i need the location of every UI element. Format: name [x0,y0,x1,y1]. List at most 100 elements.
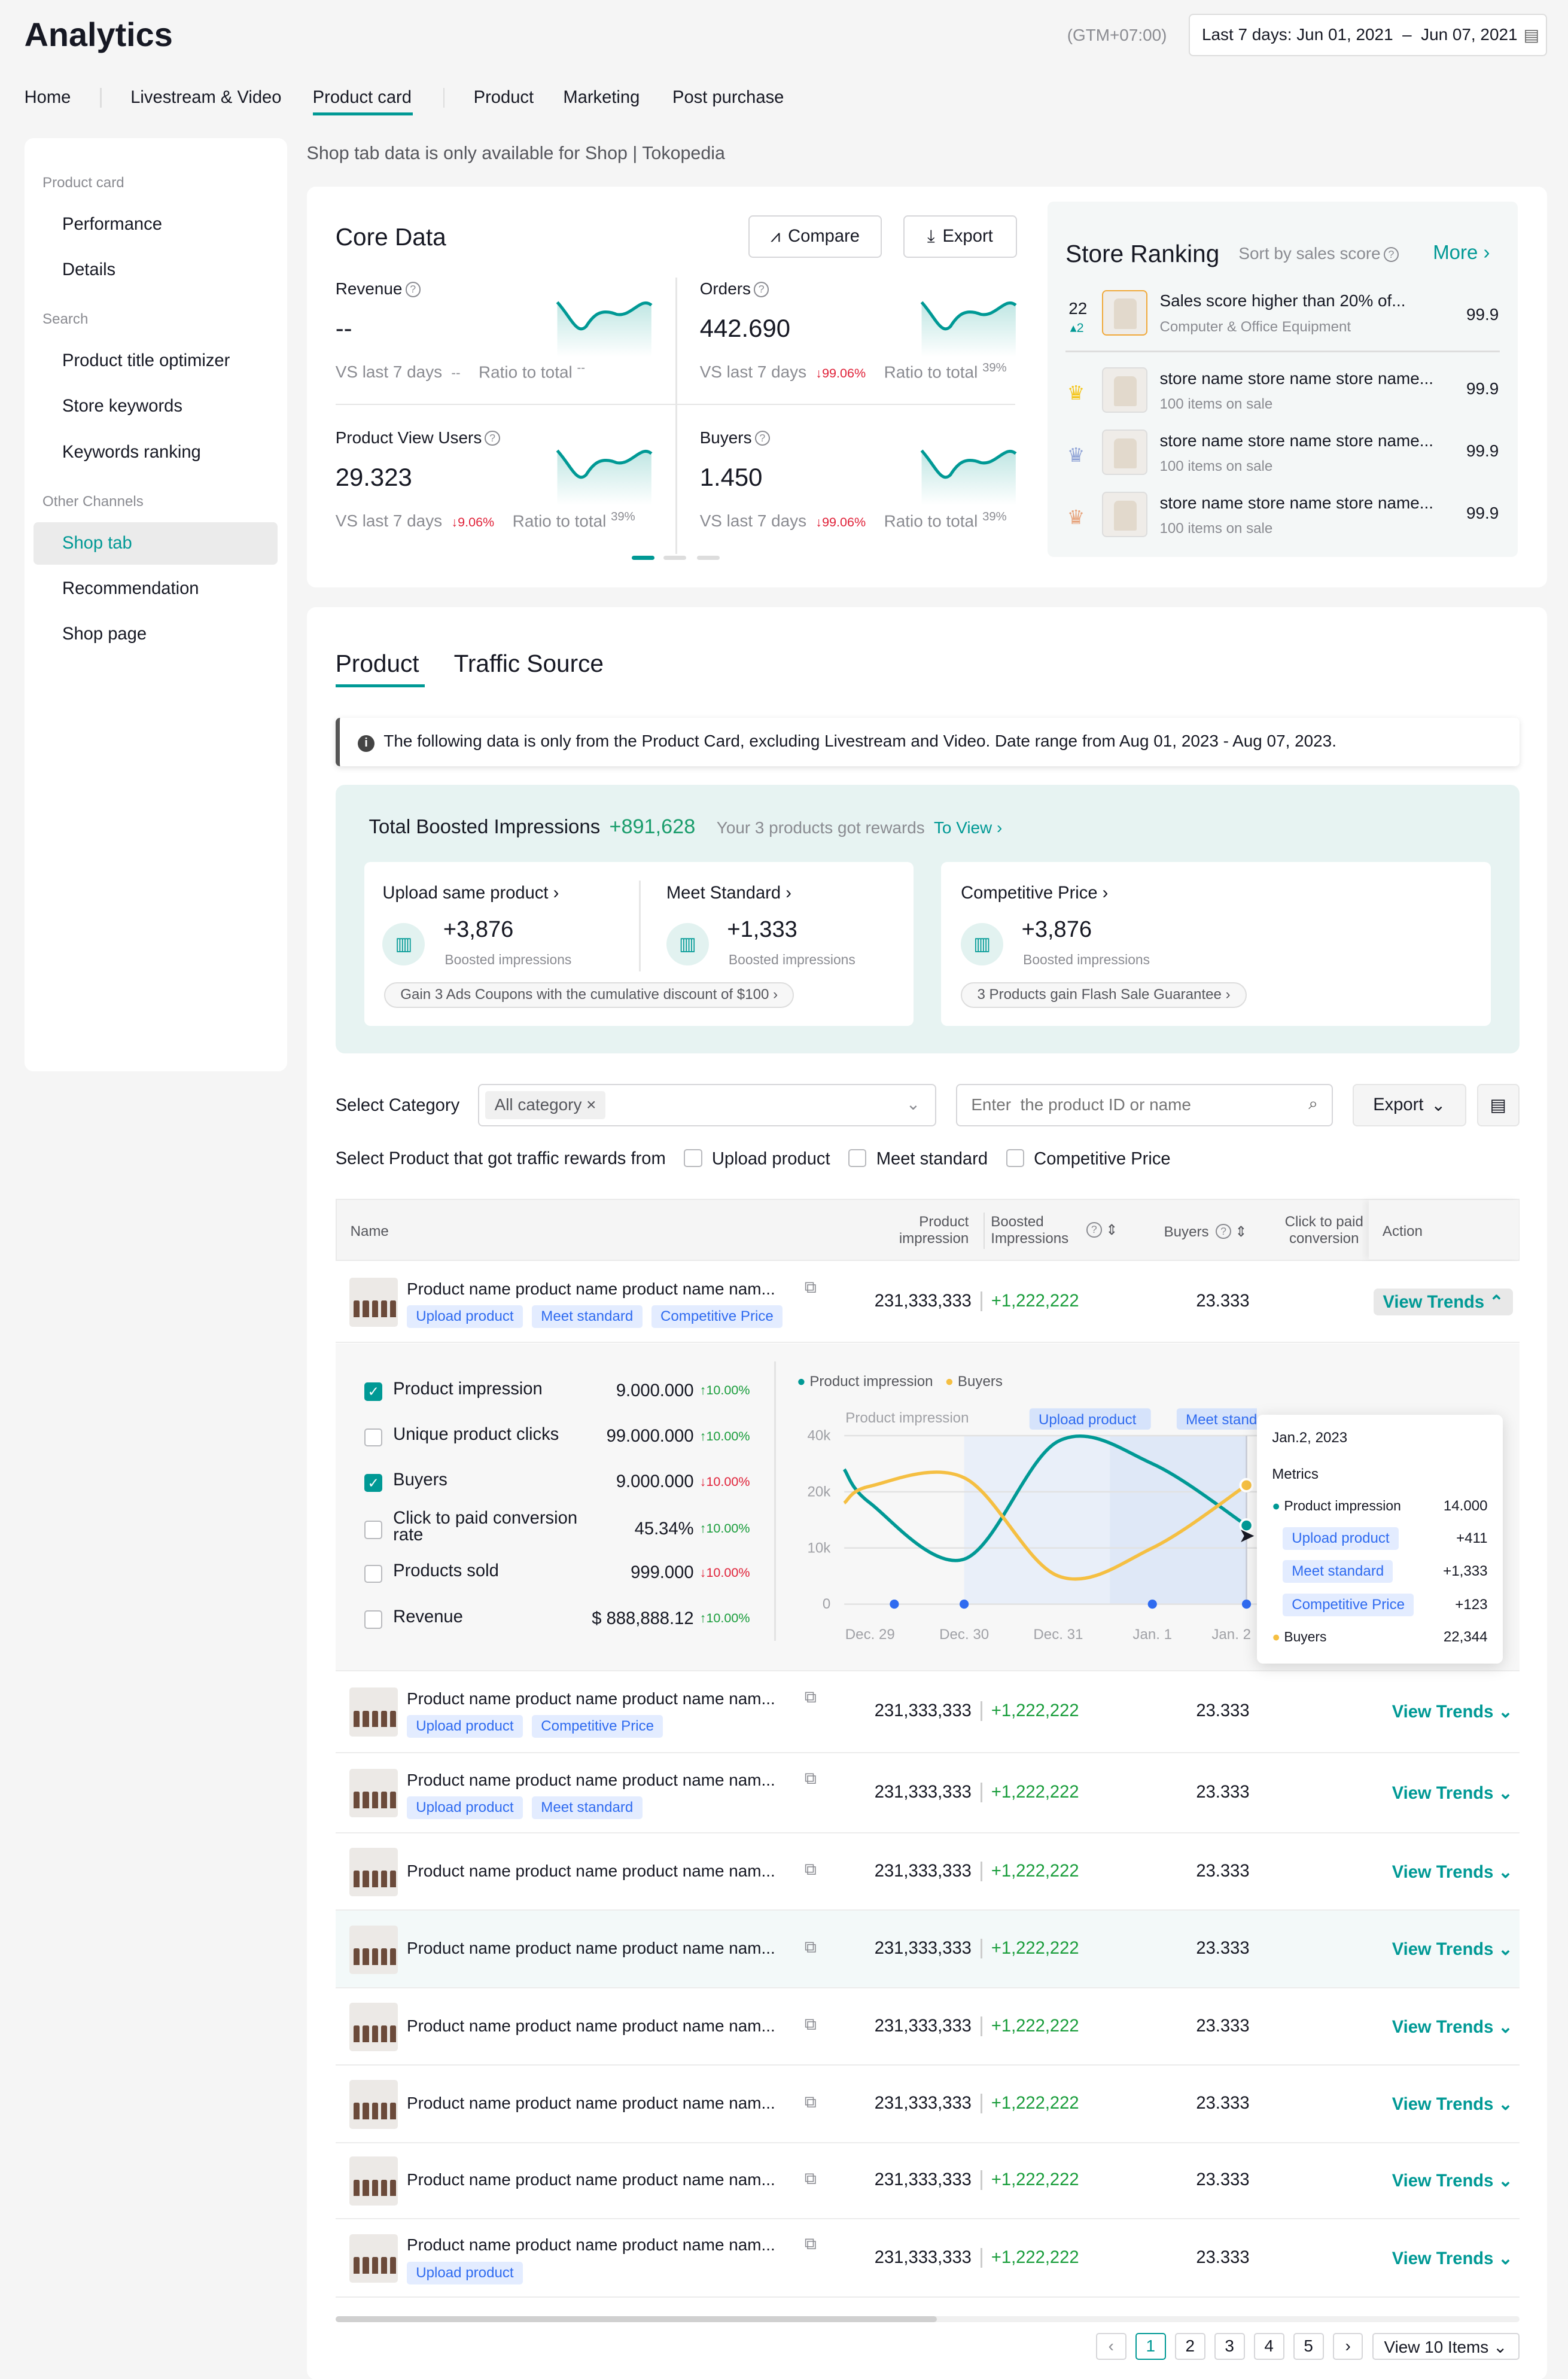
promo-coupon-chip[interactable]: Gain 3 Ads Coupons with the cumulative d… [383,982,794,1008]
col-buyers[interactable]: Buyers ? ⇕ [1164,1223,1247,1241]
store-name[interactable]: store name store name store name... [1159,493,1434,512]
nav-tab-post-purchase[interactable]: Post purchase [672,88,784,108]
sidebar-item-store-keywords[interactable]: Store keywords [62,397,182,416]
copy-icon[interactable]: ⧉ [804,2015,817,2034]
nav-tab-home[interactable]: Home [24,88,71,108]
product-name[interactable]: Product name product name product name n… [406,1689,775,1708]
table-row[interactable]: Product name product name product name n… [335,1671,1522,1753]
table-row[interactable]: Product name product name product name n… [335,1911,1522,1988]
legend-impression[interactable]: Product impression [809,1373,933,1390]
metric-checkbox[interactable] [364,1564,383,1583]
nav-tab-livestream-video[interactable]: Livestream & Video [130,88,282,108]
metric-checkbox[interactable]: ✓ [364,1382,383,1401]
table-row[interactable]: Product name product name product name n… [335,1753,1522,1834]
copy-icon[interactable]: ⧉ [804,1937,817,1956]
page-button-1[interactable]: 1 [1135,2332,1166,2360]
column-settings-button[interactable]: ▤ [1476,1083,1520,1126]
filter-meet-standard[interactable]: Meet standard [848,1149,988,1169]
table-row[interactable]: Product name product name product name n… [335,2143,1522,2219]
view-trends-button[interactable]: View Trends ⌄ [1383,2245,1522,2272]
sidebar-item-keywords-ranking[interactable]: Keywords ranking [62,442,201,462]
boost-card-link[interactable]: Upload same product › [382,883,559,903]
export-button[interactable]: ⤓ Export [903,215,1017,258]
legend-buyers[interactable]: Buyers [957,1373,1003,1390]
product-search-input[interactable] [957,1085,1277,1125]
view-trends-button[interactable]: View Trends ⌃ [1374,1289,1513,1316]
product-name[interactable]: Product name product name product name n… [406,1939,775,1958]
sidebar-item-performance[interactable]: Performance [62,214,162,234]
more-link[interactable]: More › [1433,241,1490,264]
filter-competitive-price[interactable]: Competitive Price [1006,1149,1171,1169]
sidebar-item-shop-page[interactable]: Shop page [62,625,147,644]
date-range-picker[interactable]: Last 7 days: Jun 01, 2021 – Jun 07, 2021… [1188,13,1547,56]
table-row[interactable]: Product name product name product name n… [335,2066,1522,2143]
col-impression[interactable]: Product impression [899,1214,969,1247]
view-trends-button[interactable]: View Trends ⌄ [1383,1859,1522,1885]
col-boosted[interactable]: Boosted Impressions [991,1214,1069,1247]
store-name[interactable]: store name store name store name... [1159,368,1434,388]
copy-icon[interactable]: ⧉ [804,2168,817,2188]
product-name[interactable]: Product name product name product name n… [406,1861,775,1880]
view-trends-button[interactable]: View Trends ⌄ [1383,2091,1522,2118]
carousel-dot[interactable] [663,555,686,561]
product-name[interactable]: Product name product name product name n… [406,2235,775,2255]
nav-tab-product[interactable]: Product [473,88,534,108]
product-search[interactable]: ⌕ [956,1083,1333,1126]
copy-icon[interactable]: ⧉ [804,1769,817,1788]
copy-icon[interactable]: ⧉ [804,1860,817,1879]
metric-checkbox[interactable] [364,1610,383,1629]
checkbox[interactable] [848,1149,867,1168]
sidebar-item-shop-tab[interactable]: Shop tab [33,522,278,565]
metric-checkbox[interactable] [364,1521,383,1539]
store-name[interactable]: store name store name store name... [1159,431,1434,450]
sidebar-item-details[interactable]: Details [62,260,116,280]
col-ctr[interactable]: Click to paid conversion rate [1284,1214,1363,1247]
view-trends-button[interactable]: View Trends ⌄ [1383,1780,1522,1807]
sidebar-item-product-title-optimizer[interactable]: Product title optimizer [62,351,230,371]
compare-button[interactable]: ⩘ Compare [748,215,882,258]
tab-traffic-source[interactable]: Traffic Source [453,649,604,677]
product-name[interactable]: Product name product name product name n… [406,1770,775,1789]
view-trends-button[interactable]: View Trends ⌄ [1383,1936,1522,1963]
page-button-4[interactable]: 4 [1253,2332,1284,2360]
nav-tab-marketing[interactable]: Marketing [563,88,640,108]
copy-icon[interactable]: ⧉ [804,1278,817,1297]
boost-card-link[interactable]: Competitive Price › [961,883,1109,903]
export-table-button[interactable]: Export ⌄ [1352,1083,1467,1126]
carousel-dot-active[interactable] [631,555,654,561]
product-name[interactable]: Product name product name product name n… [406,2016,775,2035]
table-row[interactable]: Product name product name product name n… [335,2219,1522,2298]
view-trends-button[interactable]: View Trends ⌄ [1383,2167,1522,2194]
metric-checkbox[interactable] [364,1428,383,1447]
trend-chart[interactable]: 0 10k 20k 40k Dec. 29 Dec. 30 Dec. 31 Jan. 1 Jan… [776,1396,1257,1654]
checkbox[interactable] [1006,1149,1024,1168]
page-size-select[interactable]: View 10 Items ⌄ [1372,2332,1520,2360]
horizontal-scrollbar[interactable] [335,2316,1520,2323]
boost-card-link[interactable]: Meet Standard › [666,883,791,903]
product-name[interactable]: Product name product name product name n… [406,2094,775,2113]
copy-icon[interactable]: ⧉ [804,1687,817,1707]
checkbox[interactable] [684,1149,702,1168]
carousel-dot[interactable] [696,555,720,561]
table-row[interactable]: Product name product name product name n… [335,1833,1522,1911]
prev-page-button[interactable]: ‹ [1095,2332,1126,2360]
copy-icon[interactable]: ⧉ [804,2092,817,2111]
sidebar-item-recommendation[interactable]: Recommendation [62,578,199,598]
sort-icon[interactable]: ⇕ [1106,1222,1118,1238]
scrollbar-thumb[interactable] [335,2316,937,2323]
rewards-link[interactable]: To View › [933,818,1003,837]
nav-tab-product-card[interactable]: Product card [312,88,412,108]
next-page-button[interactable]: › [1332,2332,1363,2360]
view-trends-button[interactable]: View Trends ⌄ [1383,1698,1522,1725]
page-button-3[interactable]: 3 [1214,2332,1245,2360]
table-row[interactable]: Product name product name product name n… [335,1988,1522,2066]
page-button-5[interactable]: 5 [1293,2332,1324,2360]
table-row[interactable]: Product name product name product name n… [335,1261,1520,1344]
product-name[interactable]: Product name product name product name n… [406,2170,775,2189]
close-icon[interactable]: × [586,1095,596,1114]
view-trends-button[interactable]: View Trends ⌄ [1383,2014,1522,2040]
filter-upload-product[interactable]: Upload product [684,1149,830,1169]
metric-checkbox[interactable]: ✓ [364,1473,383,1492]
promo-flash-sale-chip[interactable]: 3 Products gain Flash Sale Guarantee › [961,982,1247,1008]
tab-product[interactable]: Product [335,649,419,677]
